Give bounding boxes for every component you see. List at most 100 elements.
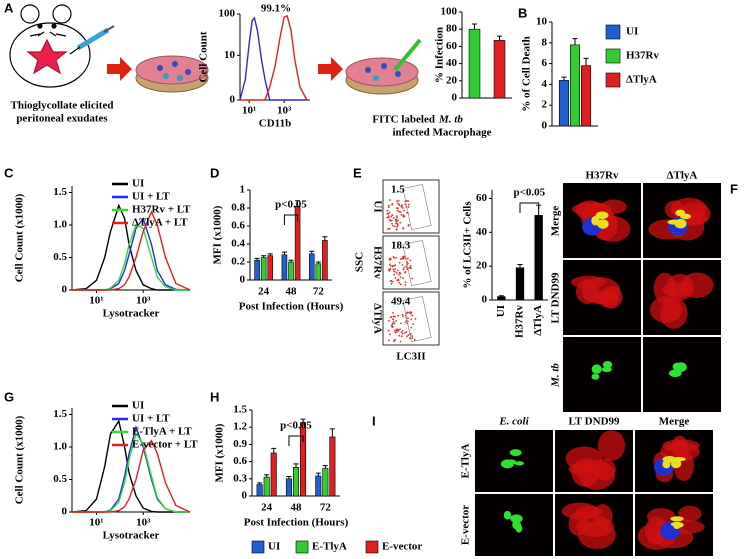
y-tick-label: 80 <box>446 23 458 35</box>
dot <box>392 256 395 258</box>
dot <box>404 321 407 324</box>
x-tick-label: 48 <box>291 502 303 514</box>
row-label: M. tb <box>550 363 562 388</box>
stain <box>675 362 687 372</box>
dot <box>410 267 412 270</box>
dot <box>387 213 390 215</box>
stain <box>598 430 626 461</box>
error-bar <box>293 463 299 468</box>
x-axis-label: CD11b <box>259 118 291 130</box>
error-bar <box>583 57 589 66</box>
dot <box>409 265 412 267</box>
bar <box>292 467 300 497</box>
dot <box>401 330 404 332</box>
error-bar <box>281 251 287 255</box>
legend-label: ΔTlyA <box>626 74 657 86</box>
stain <box>601 366 612 373</box>
dot <box>409 332 412 335</box>
dot <box>388 269 391 272</box>
series-line <box>72 224 190 291</box>
dot <box>403 209 405 212</box>
bar <box>256 484 263 497</box>
dot <box>387 329 390 332</box>
dot <box>402 315 404 318</box>
row-label: UI <box>371 200 383 212</box>
dot <box>396 216 398 219</box>
significance-bracket <box>519 202 540 213</box>
arrow <box>107 57 132 81</box>
dot <box>397 278 400 281</box>
dot <box>393 264 396 267</box>
bar <box>300 422 307 497</box>
dot <box>391 324 394 326</box>
stain <box>677 202 711 226</box>
caption: infected Macrophage <box>392 127 491 139</box>
dot <box>394 338 396 341</box>
series-line <box>239 16 307 101</box>
legend-swatch <box>365 540 379 554</box>
legend-swatch <box>295 540 309 554</box>
dot <box>400 335 403 338</box>
dot <box>409 259 412 262</box>
bar <box>267 255 274 281</box>
y-axis-label: % of Cell Death <box>521 36 533 111</box>
dot <box>390 215 393 218</box>
dot <box>396 222 399 225</box>
y-axis-label: % Infection <box>434 27 446 83</box>
bar <box>322 240 328 281</box>
row-label: H37Rv <box>371 246 383 280</box>
error-bar <box>498 295 504 297</box>
panel-letter: I <box>372 413 376 428</box>
x-tick-label: 72 <box>313 286 325 298</box>
dot <box>389 333 391 336</box>
y-tick-label: 10 <box>224 49 236 61</box>
dot <box>400 214 403 216</box>
caption: peritoneal exudates <box>16 113 108 125</box>
caption: FITC labeled <box>372 114 435 126</box>
dish <box>135 55 209 93</box>
dot <box>398 281 401 284</box>
y-tick-label: 1 <box>240 184 246 196</box>
dot <box>392 320 395 323</box>
dot <box>406 211 408 214</box>
dot <box>407 317 409 320</box>
y-tick-label: 0 <box>62 284 68 296</box>
y-tick-label: 0 <box>482 294 488 306</box>
stain <box>509 449 522 457</box>
y-axis-label: MFI (x1000) <box>214 423 226 482</box>
mouse-drawing <box>9 4 115 88</box>
stain <box>647 508 676 526</box>
y-tick-label: 0.4 <box>231 238 245 250</box>
y-tick-label: 1.5 <box>53 186 67 198</box>
dot <box>402 277 405 280</box>
stain <box>672 457 686 462</box>
dot <box>395 220 398 223</box>
row-label: E-TlyA <box>460 444 472 479</box>
error-bar <box>315 472 321 476</box>
column-label: E. coli <box>498 416 529 428</box>
dot <box>391 214 394 217</box>
error-bar <box>257 482 263 485</box>
dot <box>393 270 396 273</box>
x-axis-label: Lysotracker <box>103 308 160 320</box>
dot <box>409 311 412 314</box>
x-tick-label: 72 <box>320 502 332 514</box>
dot <box>391 322 394 325</box>
dot <box>396 207 399 210</box>
dot <box>398 261 401 264</box>
dot <box>402 268 405 271</box>
bar <box>497 296 506 301</box>
dot <box>399 328 401 331</box>
bar <box>493 40 506 99</box>
legend-label: UI <box>132 400 144 412</box>
y-tick-label: 0.6 <box>233 455 247 467</box>
dot <box>405 312 408 315</box>
legend-label: ΔTlyA + LT <box>132 217 188 229</box>
bar <box>558 79 569 127</box>
x-tick-label: 24 <box>261 502 273 514</box>
dot <box>411 277 414 280</box>
dot <box>393 273 396 276</box>
x-axis-label: Post Infection (Hours) <box>239 301 344 313</box>
stain <box>503 510 512 520</box>
annotation: p<0.05 <box>280 420 312 432</box>
